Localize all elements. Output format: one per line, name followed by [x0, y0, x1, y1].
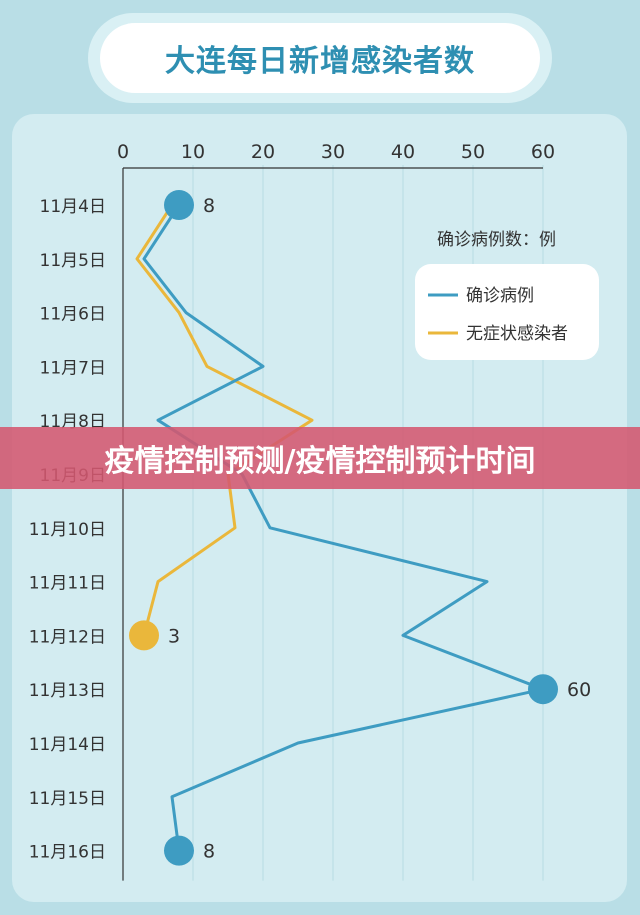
x-tick-label: 0	[117, 141, 129, 163]
chart-title: 大连每日新增感染者数	[100, 23, 540, 93]
x-tick-label: 40	[391, 141, 415, 163]
legend-label: 无症状感染者	[466, 324, 568, 344]
data-point-marker	[129, 620, 159, 651]
x-tick-label: 60	[531, 141, 555, 163]
data-label: 8	[203, 195, 215, 217]
x-tick-label: 10	[181, 141, 205, 163]
data-label: 3	[168, 625, 180, 647]
data-label: 8	[203, 841, 215, 863]
data-point-marker	[164, 190, 194, 220]
x-tick-label: 50	[461, 141, 485, 163]
x-tick-label: 30	[321, 141, 345, 163]
data-point-marker	[164, 835, 194, 866]
category-label: 11月11日	[29, 574, 106, 594]
category-label: 11月15日	[29, 789, 106, 809]
overlay-banner: 疫情控制预测/疫情控制预计时间	[0, 427, 640, 489]
chart-card	[12, 114, 627, 902]
data-point-marker	[528, 674, 558, 705]
category-label: 11月5日	[40, 251, 106, 271]
x-tick-label: 20	[251, 141, 275, 163]
category-label: 11月12日	[29, 627, 106, 647]
title-frame: 大连每日新增感染者数	[88, 13, 552, 103]
unit-label: 确诊病例数：例	[437, 230, 556, 250]
legend-label: 确诊病例	[466, 286, 534, 306]
category-label: 11月7日	[40, 358, 106, 378]
category-label: 11月16日	[29, 843, 106, 863]
category-label: 11月6日	[40, 305, 106, 325]
series-line	[135, 203, 314, 637]
category-label: 11月10日	[29, 520, 106, 540]
category-label: 11月14日	[29, 735, 106, 755]
data-label: 60	[567, 679, 591, 701]
legend-box	[415, 264, 599, 360]
category-label: 11月13日	[29, 681, 106, 701]
series-line	[142, 203, 545, 853]
category-label: 11月4日	[40, 197, 106, 217]
